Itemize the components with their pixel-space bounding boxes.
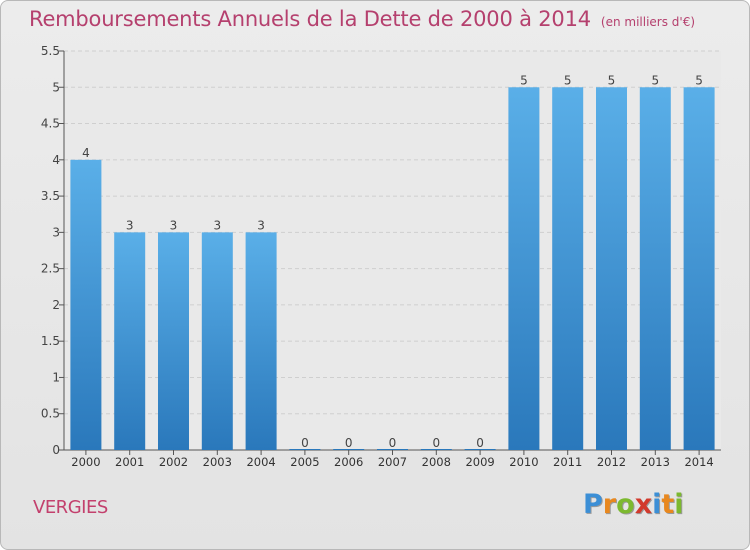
y-tick-label: 4 — [52, 153, 60, 167]
bar — [683, 87, 715, 450]
bar — [201, 232, 233, 450]
y-tick-label: 5.5 — [41, 44, 60, 58]
y-tick-label: 1.5 — [41, 334, 60, 348]
data-label: 0 — [476, 436, 484, 450]
data-label: 5 — [651, 73, 659, 87]
bar — [70, 159, 102, 450]
y-tick-label: 0 — [52, 443, 60, 457]
data-label: 0 — [301, 436, 309, 450]
data-label: 0 — [432, 436, 440, 450]
logo-letter: r — [602, 489, 617, 520]
y-tick-label: 0.5 — [41, 407, 60, 421]
data-label: 0 — [389, 436, 397, 450]
commune-name: VERGIES — [33, 497, 108, 518]
data-label: 5 — [520, 73, 528, 87]
bar — [245, 232, 277, 450]
y-tick-label: 3 — [52, 225, 60, 239]
data-label: 5 — [564, 73, 572, 87]
x-tick-label: 2008 — [422, 455, 451, 469]
logo-letter: t — [661, 489, 675, 520]
logo-letter: o — [616, 489, 635, 520]
data-label: 3 — [257, 218, 265, 232]
data-label: 3 — [170, 218, 178, 232]
x-tick-label: 2004 — [246, 455, 275, 469]
data-label: 5 — [608, 73, 616, 87]
x-tick-label: 2009 — [465, 455, 494, 469]
bar — [158, 232, 189, 450]
logo-letter: P — [583, 489, 603, 520]
chart-subtitle: (en milliers d'€) — [600, 15, 696, 29]
chart-title: Remboursements Annuels de la Dette de 20… — [29, 7, 695, 31]
x-tick-label: 2014 — [684, 455, 713, 469]
logo-letter: i — [652, 489, 662, 520]
bar — [639, 87, 671, 450]
chart-title-text: Remboursements Annuels de la Dette de 20… — [29, 7, 591, 31]
x-tick-label: 2002 — [159, 455, 188, 469]
x-tick-label: 2007 — [378, 455, 407, 469]
y-tick-label: 5 — [52, 80, 60, 94]
y-tick-label: 4.5 — [41, 117, 60, 131]
x-tick-label: 2012 — [597, 455, 626, 469]
x-tick-label: 2011 — [553, 455, 582, 469]
x-tick-label: 2003 — [203, 455, 232, 469]
x-tick-label: 2013 — [641, 455, 670, 469]
proxiti-logo: Proxiti — [583, 489, 684, 520]
x-tick-label: 2005 — [290, 455, 319, 469]
bar — [508, 87, 540, 450]
y-tick-label: 2 — [52, 298, 60, 312]
data-label: 3 — [213, 218, 221, 232]
data-label: 0 — [345, 436, 353, 450]
x-tick-label: 2006 — [334, 455, 363, 469]
x-tick-label: 2010 — [509, 455, 538, 469]
data-label: 3 — [126, 218, 134, 232]
bar — [596, 87, 627, 450]
y-tick-label: 1 — [52, 370, 60, 384]
bar — [114, 232, 146, 450]
x-tick-label: 2001 — [115, 455, 144, 469]
y-tick-label: 3.5 — [41, 189, 60, 203]
logo-letter: i — [674, 489, 684, 520]
data-label: 5 — [695, 73, 703, 87]
x-tick-label: 2000 — [71, 455, 100, 469]
logo-letter: x — [634, 489, 653, 520]
data-label: 4 — [82, 146, 90, 160]
y-tick-label: 2.5 — [41, 262, 60, 276]
bar — [552, 87, 584, 450]
